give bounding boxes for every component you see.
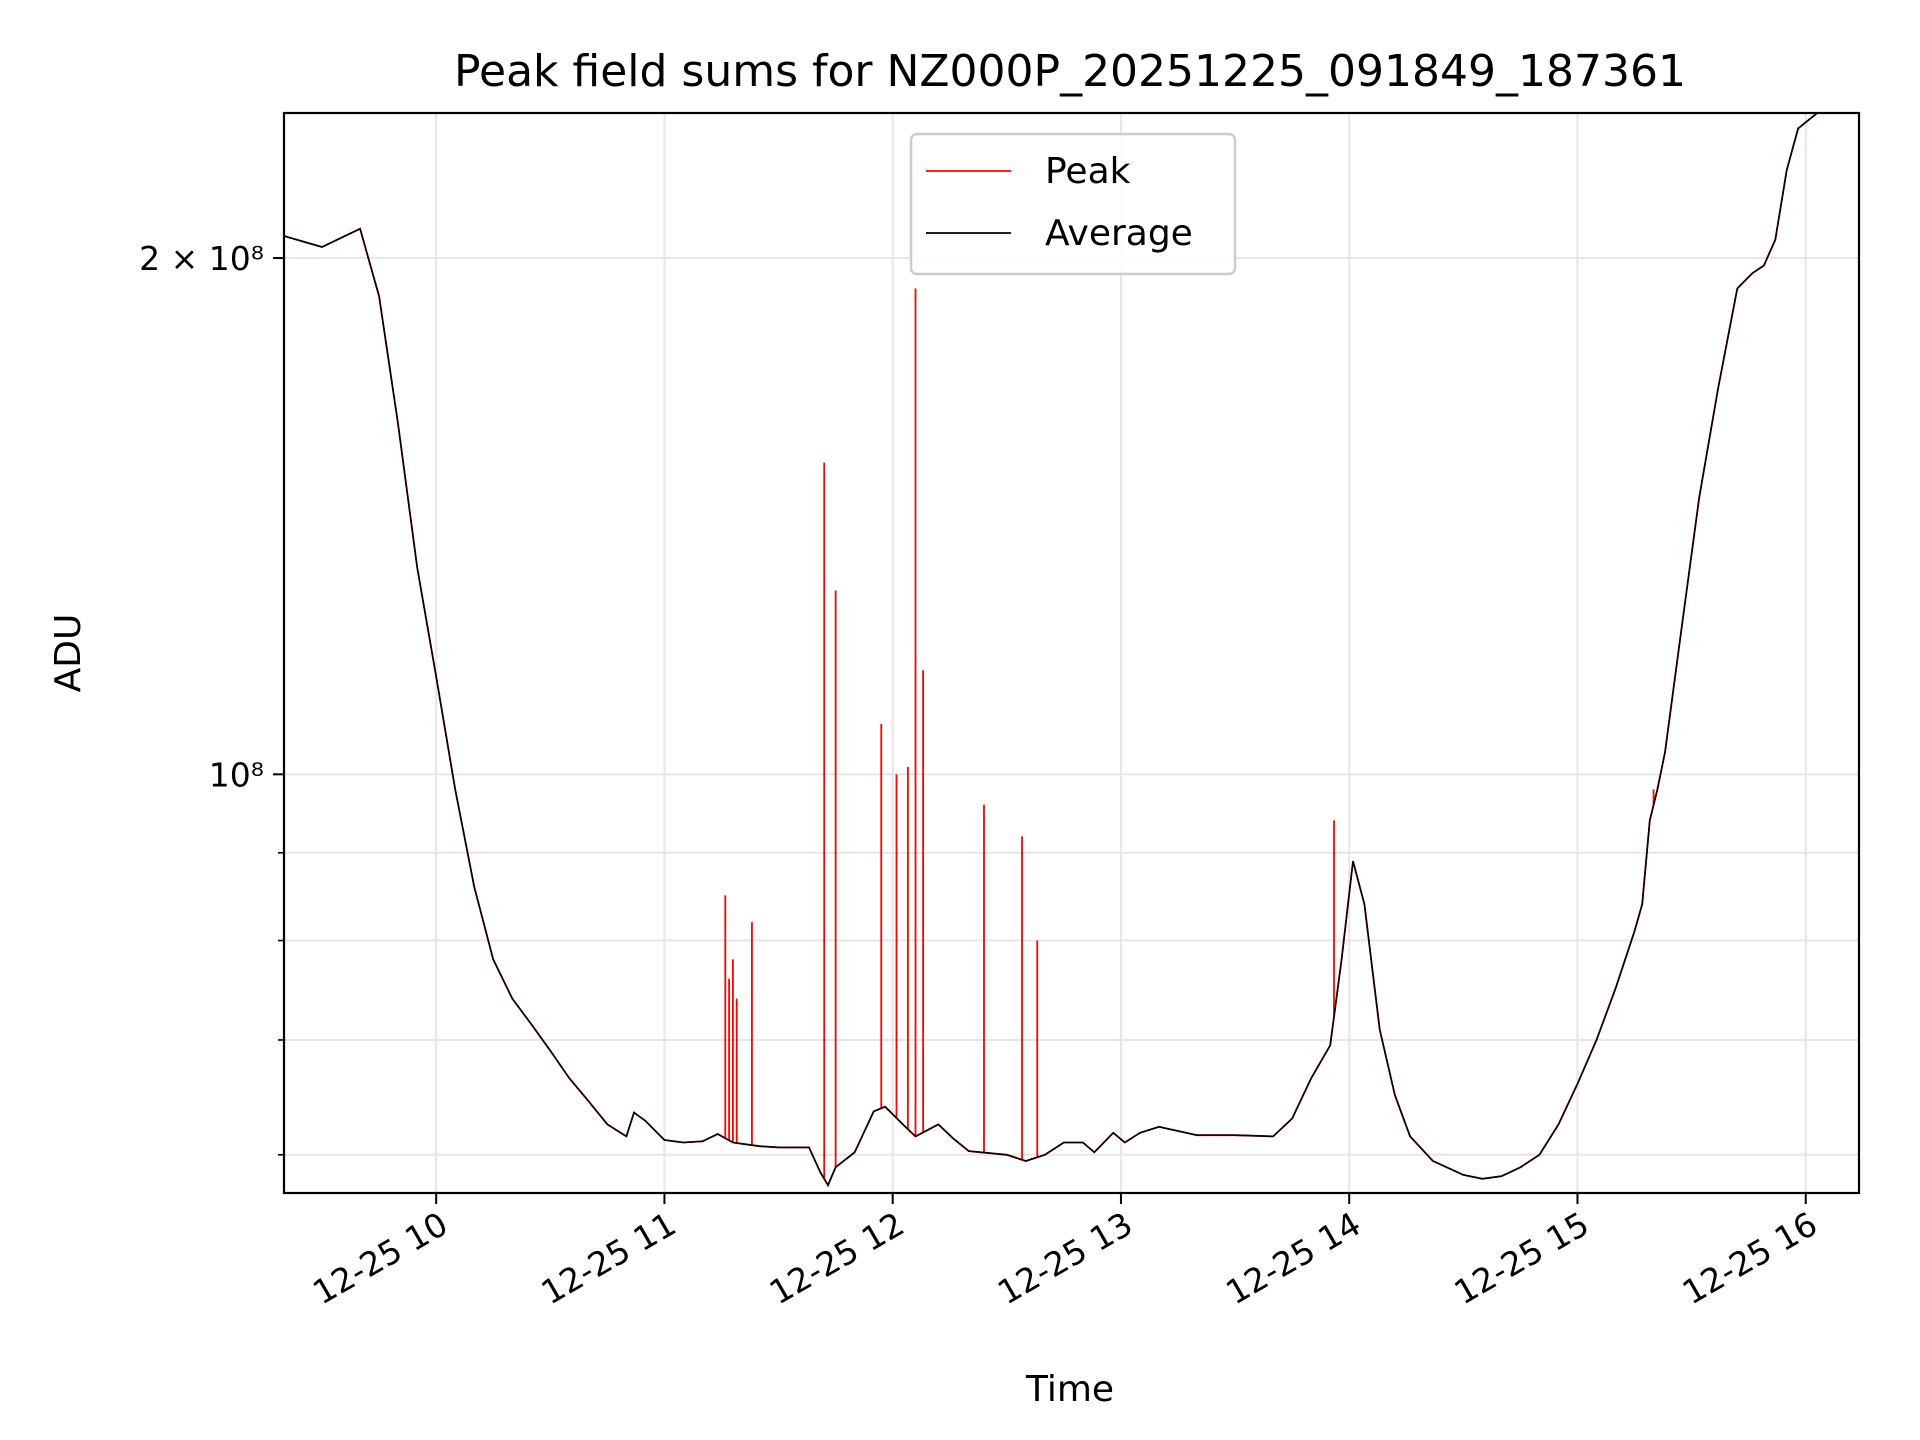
y-tick-label: 2 × 10⁸ [139,239,264,278]
plot-series [284,113,1859,1188]
chart-title: Peak field sums for NZ000P_20251225_0918… [454,46,1686,97]
legend-peak-label: Peak [1045,151,1131,192]
y-axis-label: ADU [48,614,89,693]
legend-box [909,132,1237,276]
y-tick-label: 10⁸ [209,755,264,794]
x-axis-label: Time [1025,1369,1114,1410]
legend-average-label: Average [1045,213,1193,254]
legend: Peak Average [909,132,1237,276]
average-series-line [284,113,1859,1187]
plot-frame [282,111,1861,1195]
